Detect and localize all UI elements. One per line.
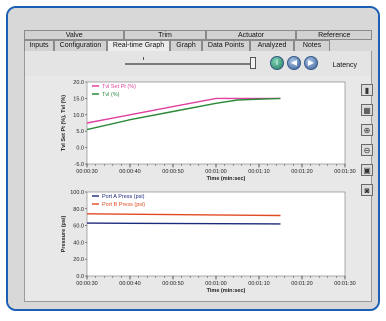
- x-tick-label: 00:00:30: [76, 281, 97, 287]
- tab-inputs[interactable]: Inputs: [24, 40, 54, 51]
- graph-area: 20.0 15.0 10.0 5.0 0.0 -5.0 00:00:30 00:00:40 00…: [24, 76, 373, 302]
- y-axis-label: Pressure (psi): [61, 215, 67, 252]
- tab-actuator[interactable]: Actuator: [205, 30, 297, 40]
- grid-icon[interactable]: ▦: [361, 104, 373, 116]
- y-tick-label: 0.0: [76, 274, 84, 280]
- x-tick-label: 00:01:20: [291, 281, 312, 287]
- y-tick-label: 10.0: [73, 113, 84, 119]
- x-tick-label: 00:00:40: [119, 169, 140, 175]
- x-tick-label: 00:00:40: [119, 281, 140, 287]
- series-line-2: [86, 213, 281, 217]
- tab-configuration[interactable]: Configuration: [54, 40, 107, 51]
- legend-label: Tvl (%): [102, 92, 120, 98]
- y-tick-label: 20.0: [73, 80, 84, 86]
- time-slider-track[interactable]: [125, 63, 255, 65]
- legend-label: Port B Press (psi): [102, 202, 145, 208]
- tab-graph[interactable]: Graph: [170, 40, 202, 51]
- x-tick-label: 00:00:50: [162, 281, 183, 287]
- charts-svg: 20.015.010.05.00.0-5.000:00:30 00:00:40 00…: [61, 80, 356, 294]
- y-tick-label: 0.0: [76, 146, 84, 152]
- time-slider-tick: [143, 57, 144, 60]
- legend-label: Tvl Set Pt (%): [102, 84, 136, 90]
- y-tick-label: 20.0: [73, 257, 84, 263]
- plot-area-1: [86, 81, 346, 165]
- x-tick-label: 00:01:10: [248, 169, 269, 175]
- save-icon[interactable]: ◙: [361, 184, 373, 196]
- x-tick-label: 00:01:10: [248, 281, 269, 287]
- forward-arrow-icon[interactable]: ▶: [304, 56, 318, 70]
- print-icon[interactable]: ▣: [361, 164, 373, 176]
- y-tick-label: 60.0: [73, 224, 84, 230]
- tab-row-top: Valve Trim Actuator Reference: [24, 30, 372, 40]
- tab-trim[interactable]: Trim: [124, 30, 206, 40]
- legend-label: Port A Press (psi): [102, 194, 145, 200]
- app-frame: Valve Trim Actuator Reference Inputs Con…: [6, 6, 380, 311]
- zoom-in-icon[interactable]: ⊕: [361, 124, 373, 136]
- time-slider-thumb[interactable]: [250, 57, 256, 69]
- x-tick-label: 00:00:30: [76, 169, 97, 175]
- tab-analyzed[interactable]: Analyzed: [250, 40, 294, 51]
- x-axis-label: Time (min:sec): [207, 288, 246, 294]
- tab-notes[interactable]: Notes: [294, 40, 330, 51]
- latency-label: Latency: [332, 62, 357, 69]
- series-line-1: [86, 222, 281, 225]
- back-arrow-icon[interactable]: ◀: [287, 56, 301, 70]
- y-axis-label: Tvl Set Pt (%), Tvl (%): [61, 95, 67, 151]
- app-panel: Valve Trim Actuator Reference Inputs Con…: [8, 8, 378, 309]
- x-tick-label: 00:01:20: [291, 169, 312, 175]
- y-tick-label: -5.0: [75, 162, 84, 168]
- x-axis-label: Time (min:sec): [207, 176, 246, 182]
- y-tick-label: 40.0: [73, 240, 84, 246]
- bar-chart-icon[interactable]: ▮: [361, 84, 373, 96]
- y-tick-label: 100.0: [70, 190, 84, 196]
- tab-valve[interactable]: Valve: [24, 30, 125, 40]
- x-tick-label: 00:00:50: [162, 169, 183, 175]
- x-tick-label: 00:01:00: [205, 281, 226, 287]
- graph-toolbar: i ◀ ▶ Latency: [24, 51, 372, 76]
- series-line-1: [86, 97, 281, 124]
- tab-data-points[interactable]: Data Points: [202, 40, 250, 51]
- y-tick-label: 15.0: [73, 96, 84, 102]
- tab-row-bottom: Inputs Configuration Real-time Graph Gra…: [24, 40, 372, 51]
- x-tick-label: 00:01:30: [334, 169, 355, 175]
- y-tick-label: 80.0: [73, 207, 84, 213]
- y-tick-label: 5.0: [76, 129, 84, 135]
- series-line-2: [86, 97, 281, 131]
- tab-real-time-graph[interactable]: Real-time Graph: [107, 40, 170, 51]
- info-icon[interactable]: i: [270, 56, 284, 70]
- x-tick-label: 00:01:30: [334, 281, 355, 287]
- tab-reference[interactable]: Reference: [296, 30, 372, 40]
- x-tick-label: 00:01:00: [205, 169, 226, 175]
- plot-area-2: [86, 191, 346, 277]
- zoom-out-icon[interactable]: ⊖: [361, 144, 373, 156]
